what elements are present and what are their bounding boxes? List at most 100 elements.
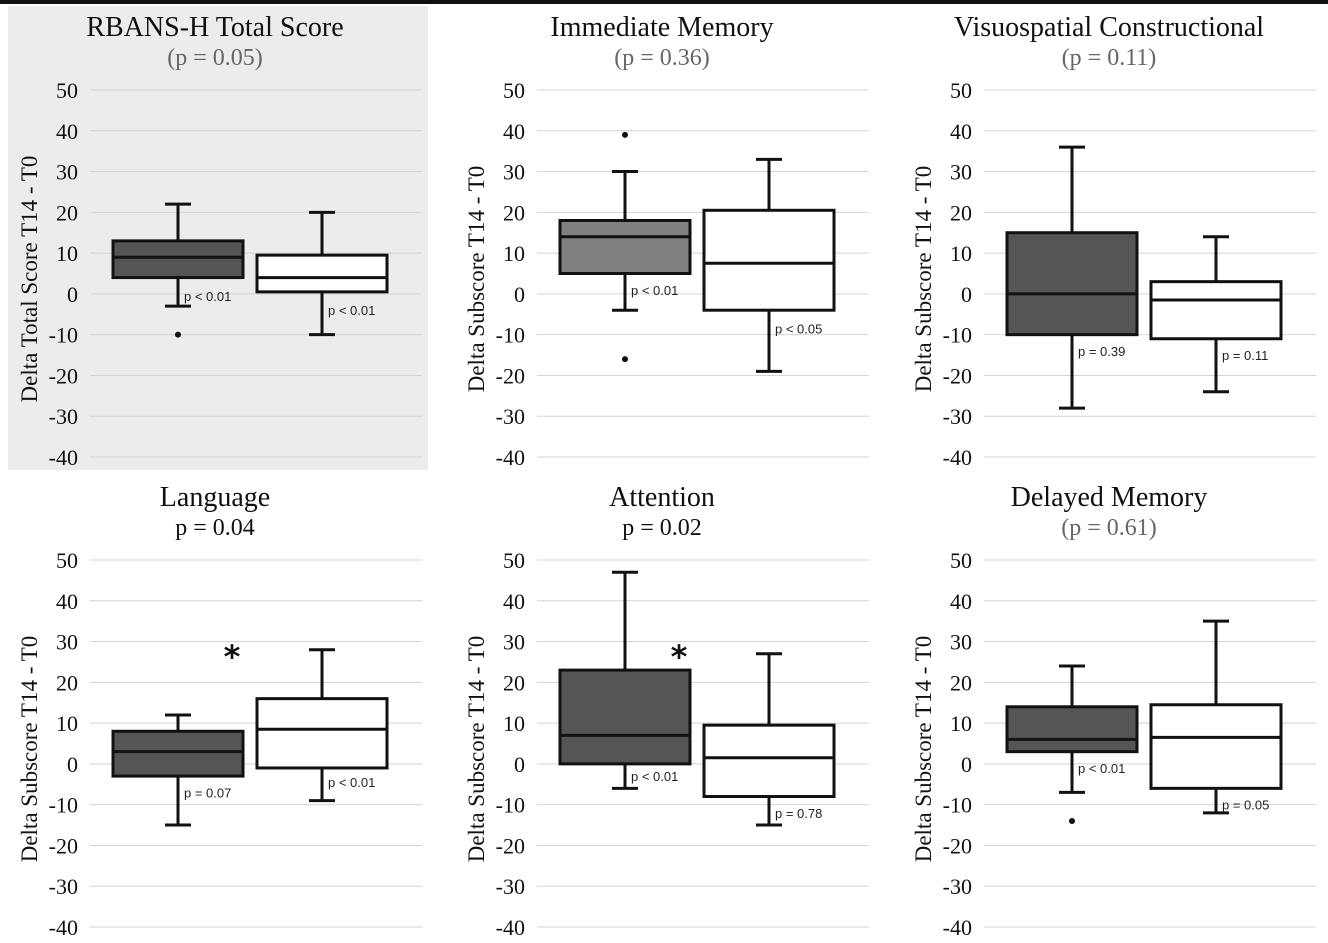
y-tick-label: 30 bbox=[503, 630, 525, 655]
chart-title: Delayed Memory bbox=[1010, 482, 1208, 513]
box-p-value-label: p < 0.01 bbox=[631, 769, 678, 784]
y-axis-label: Delta Subscore T14 - T0 bbox=[464, 635, 489, 862]
y-tick-label: -20 bbox=[943, 363, 972, 388]
box-plot-svg: 50 40 30 20 10 0 -10 -20 -30 -40 p = 0.39 p = 0.11 bbox=[943, 78, 1316, 470]
chart-panel-delayed-memory: 50 40 30 20 10 0 -10 -20 -30 -40 p < 0.01 p = 0.05 … bbox=[894, 470, 1324, 940]
y-tick-label: 0 bbox=[961, 752, 972, 777]
box-group-light: p < 0.01 bbox=[255, 648, 389, 803]
y-tick-label: -40 bbox=[496, 915, 525, 940]
box-p-value-label: p < 0.01 bbox=[328, 775, 375, 790]
chart-subtitle-p-value: (p = 0.36) bbox=[614, 45, 710, 71]
box-group-light: p = 0.05 bbox=[1149, 619, 1283, 815]
box-group-dark: p < 0.01 bbox=[558, 570, 692, 790]
y-tick-label: -10 bbox=[49, 323, 78, 348]
y-tick-label: 10 bbox=[56, 241, 78, 266]
y-tick-label: 50 bbox=[56, 548, 78, 573]
outlier-point bbox=[622, 356, 628, 363]
y-tick-label: 0 bbox=[67, 282, 78, 307]
chart-panel-total-score: 50 40 30 20 10 0 -10 -20 -30 -40 p < 0.01 p < 0.01 … bbox=[0, 0, 430, 470]
significance-asterisk: * bbox=[671, 638, 688, 676]
chart-panel-visuospatial: 50 40 30 20 10 0 -10 -20 -30 -40 p = 0.39 p = 0.11 … bbox=[894, 0, 1324, 470]
box-p-value-label: p = 0.78 bbox=[775, 806, 822, 821]
box-group-light: p = 0.11 bbox=[1149, 235, 1283, 394]
y-tick-label: -40 bbox=[943, 445, 972, 470]
box-iqr bbox=[1005, 705, 1139, 754]
y-tick-label: 10 bbox=[950, 241, 972, 266]
y-tick-label: 0 bbox=[961, 282, 972, 307]
box-p-value-label: p = 0.05 bbox=[1222, 798, 1269, 813]
y-tick-label: 50 bbox=[503, 548, 525, 573]
y-tick-label: 40 bbox=[950, 589, 972, 614]
y-tick-label: 10 bbox=[56, 711, 78, 736]
y-tick-label: 10 bbox=[503, 711, 525, 736]
y-tick-label: -30 bbox=[49, 404, 78, 429]
y-tick-label: 30 bbox=[950, 160, 972, 185]
box-iqr bbox=[255, 253, 389, 294]
y-tick-label: 50 bbox=[503, 78, 525, 103]
chart-subtitle-p-value: p = 0.04 bbox=[175, 515, 255, 541]
chart-panel-immediate-memory: 50 40 30 20 10 0 -10 -20 -30 -40 p < 0.01 p < 0.05 … bbox=[447, 0, 877, 470]
y-tick-label: -40 bbox=[49, 445, 78, 470]
y-axis-label: Delta Total Score T14 - T0 bbox=[17, 155, 42, 402]
chart-title: Language bbox=[159, 482, 271, 513]
chart-title: Visuospatial Constructional bbox=[953, 12, 1265, 43]
box-p-value-label: p < 0.01 bbox=[328, 303, 375, 318]
y-tick-label: 40 bbox=[56, 589, 78, 614]
y-tick-label: 40 bbox=[503, 119, 525, 144]
chart-title: Attention bbox=[609, 482, 715, 513]
y-tick-label: -20 bbox=[496, 363, 525, 388]
y-tick-label: 0 bbox=[514, 752, 525, 777]
box-iqr bbox=[558, 218, 692, 276]
box-iqr bbox=[111, 729, 245, 778]
outlier-point bbox=[622, 131, 628, 138]
box-group-light: p < 0.05 bbox=[702, 157, 836, 373]
chart-subtitle-p-value: (p = 0.05) bbox=[167, 45, 263, 71]
y-axis-label: Delta Subscore T14 - T0 bbox=[464, 165, 489, 392]
y-tick-label: -40 bbox=[496, 445, 525, 470]
y-tick-label: 30 bbox=[950, 630, 972, 655]
box-p-value-label: p < 0.01 bbox=[1078, 761, 1125, 776]
y-tick-label: -30 bbox=[49, 874, 78, 899]
y-tick-label: -20 bbox=[49, 363, 78, 388]
y-tick-label: 0 bbox=[514, 282, 525, 307]
box-iqr bbox=[702, 723, 836, 799]
box-plot-svg: 50 40 30 20 10 0 -10 -20 -30 -40 p = 0.07 p < 0.01 * bbox=[49, 548, 422, 940]
top-border-line bbox=[0, 0, 1328, 4]
box-plot-svg: 50 40 30 20 10 0 -10 -20 -30 -40 p < 0.01 p = 0.05 bbox=[943, 548, 1316, 940]
y-tick-label: -10 bbox=[496, 323, 525, 348]
y-tick-label: -30 bbox=[943, 874, 972, 899]
y-axis-label: Delta Subscore T14 - T0 bbox=[911, 635, 936, 862]
box-group-dark: p = 0.39 bbox=[1005, 145, 1139, 410]
y-tick-label: -20 bbox=[49, 833, 78, 858]
box-iqr bbox=[111, 239, 245, 280]
y-tick-label: 20 bbox=[503, 200, 525, 225]
box-plot-svg: 50 40 30 20 10 0 -10 -20 -30 -40 p < 0.01 p < 0.05 bbox=[496, 78, 869, 470]
box-iqr bbox=[702, 208, 836, 312]
significance-asterisk: * bbox=[224, 638, 241, 676]
y-tick-label: -10 bbox=[496, 793, 525, 818]
box-iqr bbox=[255, 697, 389, 770]
box-plot-svg: 50 40 30 20 10 0 -10 -20 -30 -40 p < 0.01 p < 0.01 bbox=[8, 6, 428, 470]
y-tick-label: -40 bbox=[49, 915, 78, 940]
chart-title: Immediate Memory bbox=[550, 12, 774, 43]
y-axis-label: Delta Subscore T14 - T0 bbox=[17, 635, 42, 862]
y-tick-label: 20 bbox=[950, 670, 972, 695]
box-group-dark: p < 0.01 bbox=[111, 202, 245, 338]
box-iqr bbox=[1149, 280, 1283, 341]
y-tick-label: -20 bbox=[496, 833, 525, 858]
y-tick-label: 30 bbox=[503, 160, 525, 185]
y-tick-label: 20 bbox=[56, 670, 78, 695]
y-tick-label: -10 bbox=[943, 323, 972, 348]
box-group-light: p = 0.78 bbox=[702, 652, 836, 827]
chart-title: RBANS-H Total Score bbox=[86, 12, 344, 43]
chart-panel-attention: 50 40 30 20 10 0 -10 -20 -30 -40 p < 0.01 p = 0.78 *… bbox=[447, 470, 877, 940]
box-iqr bbox=[558, 668, 692, 766]
y-tick-label: 40 bbox=[56, 119, 78, 144]
panel-highlight-background bbox=[8, 6, 428, 470]
y-tick-label: -10 bbox=[943, 793, 972, 818]
y-tick-label: 20 bbox=[950, 200, 972, 225]
y-tick-label: 10 bbox=[950, 711, 972, 736]
y-tick-label: 20 bbox=[56, 200, 78, 225]
chart-subtitle-p-value: (p = 0.11) bbox=[1061, 45, 1157, 71]
box-p-value-label: p < 0.05 bbox=[775, 322, 822, 337]
